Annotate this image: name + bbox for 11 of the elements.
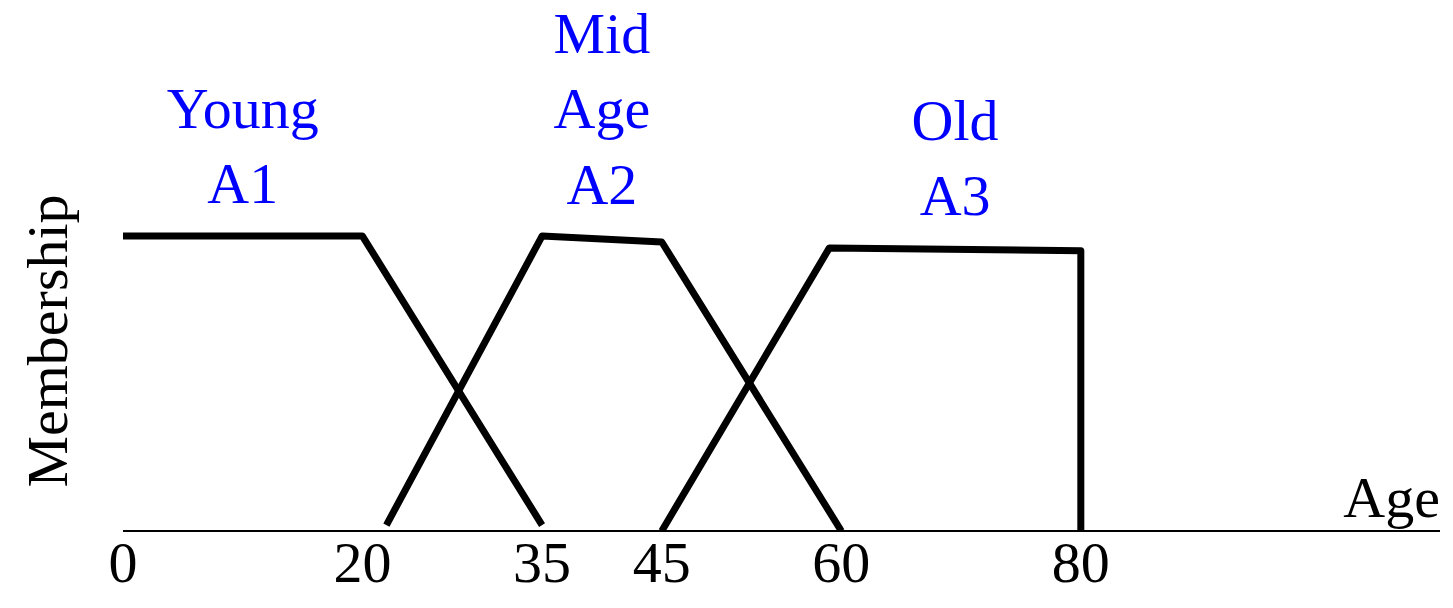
x-tick-label: 45: [632, 530, 691, 596]
x-tick-label: 60: [812, 530, 871, 596]
y-axis-title: Membership: [15, 194, 80, 488]
series-label: Young A1: [166, 75, 319, 219]
x-tick-label: 80: [1051, 530, 1110, 596]
x-axis-title: Age: [1343, 465, 1440, 530]
series-label: Mid Age A2: [553, 0, 651, 219]
x-tick-label: 35: [513, 530, 572, 596]
x-tick-label: 20: [333, 530, 392, 596]
x-tick-label: 0: [108, 530, 138, 596]
series-label: Old A3: [911, 87, 999, 231]
